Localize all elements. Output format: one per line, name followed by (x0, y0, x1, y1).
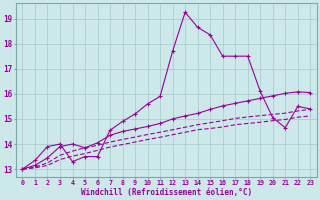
X-axis label: Windchill (Refroidissement éolien,°C): Windchill (Refroidissement éolien,°C) (81, 188, 252, 197)
